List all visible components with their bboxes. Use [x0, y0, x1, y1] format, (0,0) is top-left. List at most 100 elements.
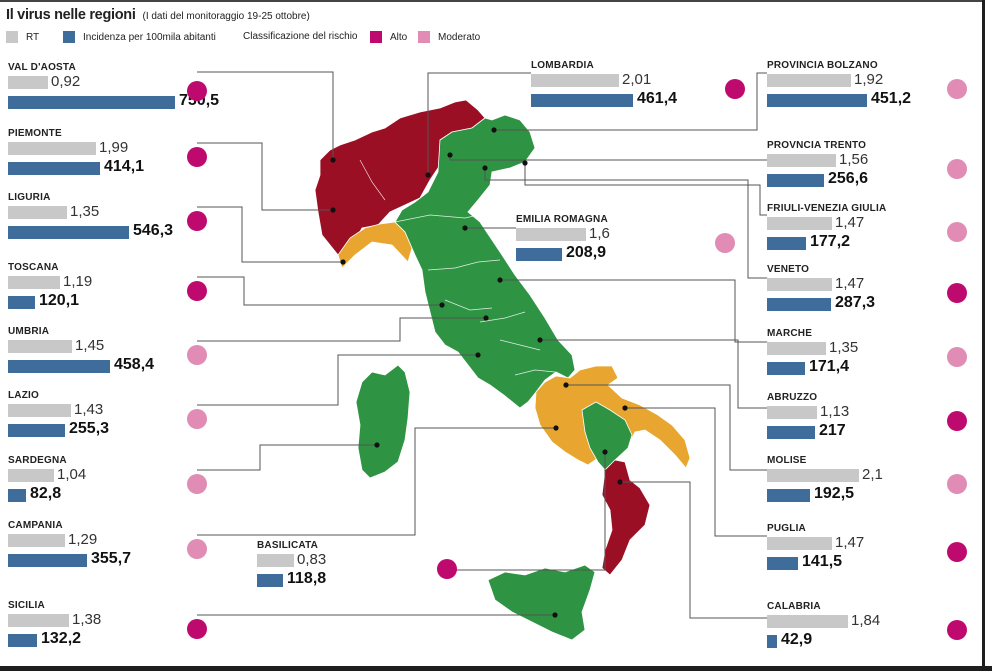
rt-bar — [257, 554, 294, 567]
risk-dot-moderate — [187, 474, 207, 494]
leader-line-piemonte — [197, 142, 333, 211]
risk-dot-high — [947, 542, 967, 562]
incidence-value-label: 42,9 — [781, 631, 813, 648]
incidence-bar — [767, 237, 806, 250]
incidence-bar — [767, 362, 805, 375]
legend-risk-title: Classificazione del rischio — [243, 31, 358, 42]
incidence-bar — [8, 162, 100, 175]
incidence-value-label: 82,8 — [30, 485, 62, 502]
region-name: TOSCANA — [8, 262, 59, 273]
legend-swatch-rt — [6, 31, 18, 43]
map-dot-piemonte — [330, 207, 336, 213]
incidence-value-label: 208,9 — [566, 244, 607, 261]
incidence-bar — [8, 360, 110, 373]
incidence-bar — [767, 174, 824, 187]
incidence-bar — [257, 574, 283, 587]
rt-value-label: 1,47 — [835, 534, 865, 551]
leader-line-sardegna — [197, 444, 377, 471]
incidence-bar — [531, 94, 633, 107]
rt-bar — [767, 537, 832, 550]
region-name: LOMBARDIA — [531, 60, 594, 71]
chart-subtitle: (I dati del monitoraggio 19-25 ottobre) — [142, 11, 310, 22]
risk-dot-moderate — [947, 79, 967, 99]
rt-bar — [767, 469, 859, 482]
incidence-bar — [767, 298, 831, 311]
rt-bar — [767, 217, 832, 230]
leader-line-lazio — [197, 354, 478, 406]
rt-bar — [8, 614, 69, 627]
map-dot-lazio — [475, 352, 481, 358]
rt-value-label: 1,99 — [99, 139, 129, 156]
rt-value-label: 2,01 — [622, 71, 652, 88]
map-dot-abruzzo — [537, 337, 543, 343]
rt-value-label: 1,6 — [589, 225, 610, 242]
incidence-value-label: 458,4 — [114, 356, 155, 373]
rt-bar — [767, 342, 826, 355]
risk-dot-high — [187, 211, 207, 231]
rt-value-label: 1,56 — [839, 151, 869, 168]
rt-value-label: 1,43 — [74, 401, 104, 418]
rt-value-label: 1,84 — [851, 612, 881, 629]
map-dot-provincia-bolzano — [491, 127, 497, 133]
risk-dot-high — [725, 79, 745, 99]
leader-line-liguria — [197, 206, 343, 263]
rt-bar — [767, 278, 832, 291]
risk-dot-high — [187, 81, 207, 101]
risk-dot-moderate — [947, 222, 967, 242]
legend-item-rt: RT — [6, 31, 39, 43]
region-name: SARDEGNA — [8, 455, 67, 466]
legend-swatch-incidence — [63, 31, 75, 43]
incidence-bar — [516, 248, 562, 261]
leader-line-molise — [566, 384, 767, 471]
rt-bar — [8, 276, 60, 289]
rt-bar — [8, 404, 71, 417]
region-name: PROVINCIA BOLZANO — [767, 60, 878, 71]
rt-bar — [8, 340, 72, 353]
rt-bar — [516, 228, 586, 241]
incidence-value-label: 287,3 — [835, 294, 876, 311]
risk-dot-moderate — [715, 233, 735, 253]
incidence-value-label: 118,8 — [287, 570, 327, 587]
incidence-value-label: 546,3 — [133, 222, 174, 239]
region-name: PUGLIA — [767, 523, 806, 534]
right-border — [982, 0, 985, 671]
rt-value-label: 1,47 — [835, 214, 865, 231]
incidence-value-label: 461,4 — [637, 90, 678, 107]
rt-value-label: 1,45 — [75, 337, 105, 354]
incidence-value-label: 255,3 — [69, 420, 110, 437]
legend-label-risk-title: Classificazione del rischio — [243, 31, 358, 42]
incidence-value-label: 355,7 — [91, 550, 132, 567]
legend-item-high: Alto — [370, 31, 407, 43]
rt-value-label: 1,13 — [820, 403, 850, 420]
risk-dot-moderate — [947, 159, 967, 179]
incidence-value-label: 177,2 — [810, 233, 851, 250]
map-dots — [330, 127, 628, 618]
incidence-bar — [767, 489, 810, 502]
leader-line-provincia-bolzano — [494, 72, 767, 131]
incidence-value-label: 192,5 — [814, 485, 855, 502]
leader-line-calabria — [620, 481, 767, 619]
map-dot-val-d-aosta — [330, 157, 336, 163]
risk-dot-high — [187, 147, 207, 167]
map-dot-campania — [553, 425, 559, 431]
region-name: LIGURIA — [8, 192, 51, 203]
region-name: VENETO — [767, 264, 810, 275]
leader-line-friuli-venezia-giulia — [524, 163, 767, 216]
risk-dot-high — [947, 620, 967, 640]
incidence-value-label: 141,5 — [802, 553, 843, 570]
map-basilicata-low — [581, 401, 633, 471]
risk-dot-high — [437, 559, 457, 579]
leader-line-umbria — [197, 317, 486, 342]
rt-bar — [8, 206, 67, 219]
rt-bar — [767, 406, 817, 419]
bottom-border — [0, 666, 992, 671]
rt-value-label: 0,83 — [297, 551, 327, 568]
legend-label-high: Alto — [390, 31, 408, 43]
incidence-value-label: 171,4 — [809, 358, 850, 375]
legend-label-rt: RT — [26, 31, 40, 43]
map-dot-veneto — [482, 165, 488, 171]
rt-bar — [8, 469, 54, 482]
incidence-value-label: 217 — [819, 422, 846, 439]
